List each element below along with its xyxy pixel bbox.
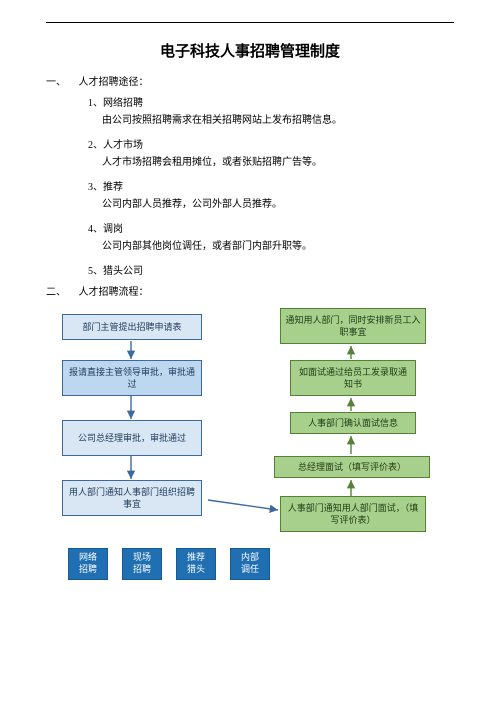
method-internal: 内部调任 (230, 548, 270, 580)
header-rule (46, 22, 454, 23)
section-2-heading: 二、 人才招聘流程： (46, 283, 454, 298)
flow-box-onboard: 通知用人部门，同时安排新员工入职事宜 (280, 308, 426, 344)
flow-box-offer-letter: 如面试通过给员工发录取通知书 (290, 360, 416, 396)
flow-box-hr-confirm: 人事部门确认面试信息 (290, 412, 416, 434)
list-item: 5、猎头公司 (88, 262, 454, 277)
list-item: 3、推荐 公司内部人员推荐，公司外部人员推荐。 (88, 178, 454, 212)
flow-box-gm-interview: 总经理面试（填写评价表） (274, 456, 430, 478)
flow-box-submit-request: 部门主管提出招聘申请表 (62, 314, 202, 340)
flow-box-notify-hr: 用人部门通知人事部门组织招聘事宜 (62, 480, 202, 516)
item-desc: 由公司按照招聘需求在相关招聘网站上发布招聘信息。 (102, 113, 454, 128)
item-num: 1、 (88, 98, 103, 109)
list-item: 4、调岗 公司内部其他岗位调任，或者部门内部升职等。 (88, 220, 454, 254)
flow-box-supervisor-approve: 报请直接主管领导审批，审批通过 (62, 360, 202, 396)
item-title: 网络招聘 (103, 98, 143, 109)
method-referral: 推荐猎头 (176, 548, 216, 580)
list-item: 2、人才市场 人才市场招聘会租用摊位，或者张贴招聘广告等。 (88, 136, 454, 170)
flow-box-gm-approve: 公司总经理审批，审批通过 (62, 420, 202, 456)
method-onsite: 现场招聘 (122, 548, 162, 580)
recruit-methods-row: 网络招聘 现场招聘 推荐猎头 内部调任 (68, 548, 270, 580)
list-item: 1、网络招聘 由公司按照招聘需求在相关招聘网站上发布招聘信息。 (88, 94, 454, 128)
item-desc: 人才市场招聘会租用摊位，或者张贴招聘广告等。 (102, 155, 454, 170)
document-title: 电子科技人事招聘管理制度 (46, 40, 454, 61)
section-1-num: 一、 (46, 73, 76, 88)
page: 电子科技人事招聘管理制度 一、 人才招聘途径： 1、网络招聘 由公司按照招聘需求… (0, 0, 500, 708)
section-1-heading: 一、 人才招聘途径： (46, 73, 454, 88)
section-1-label: 人才招聘途径： (79, 77, 149, 88)
item-desc: 公司内部人员推荐，公司外部人员推荐。 (102, 197, 454, 212)
item-num: 4、 (88, 224, 103, 235)
item-title: 推荐 (103, 182, 123, 193)
item-title: 人才市场 (103, 140, 143, 151)
item-num: 2、 (88, 140, 103, 151)
method-online: 网络招聘 (68, 548, 108, 580)
flowchart: 部门主管提出招聘申请表 报请直接主管领导审批，审批通过 公司总经理审批，审批通过… (46, 304, 454, 644)
section-2-num: 二、 (46, 283, 76, 298)
item-title: 猎头公司 (103, 266, 143, 277)
item-num: 5、 (88, 266, 103, 277)
section-2-label: 人才招聘流程： (79, 287, 149, 298)
item-title: 调岗 (103, 224, 123, 235)
item-num: 3、 (88, 182, 103, 193)
flow-box-dept-interview: 人事部门通知用人部门面试，（填写评价表） (280, 496, 426, 532)
item-desc: 公司内部其他岗位调任，或者部门内部升职等。 (102, 239, 454, 254)
